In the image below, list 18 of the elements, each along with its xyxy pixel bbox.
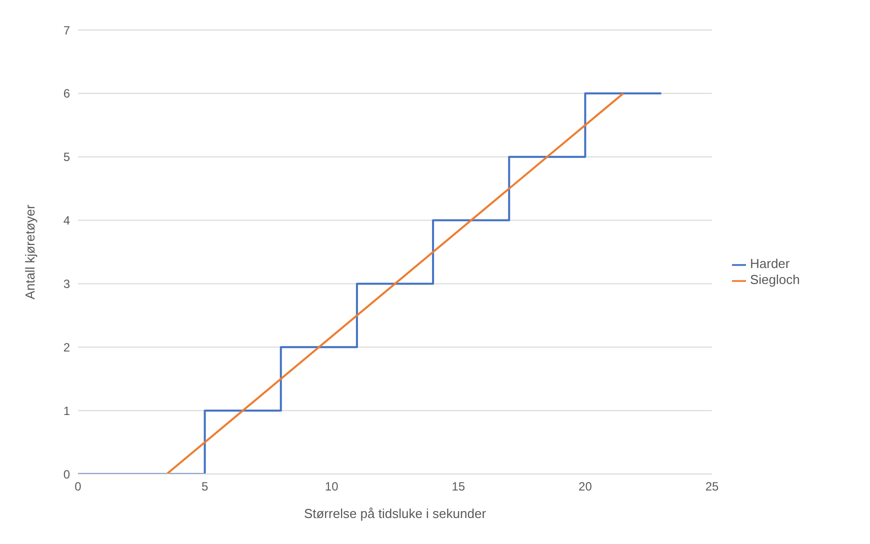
x-tick-label: 0	[74, 480, 82, 494]
legend-label: Siegloch	[750, 272, 800, 287]
y-tick-label: 0	[63, 467, 70, 482]
y-tick-label: 2	[63, 340, 70, 354]
x-tick-label: 20	[578, 480, 592, 494]
y-tick-label: 6	[63, 86, 70, 101]
legend-label: Harder	[750, 256, 790, 272]
y-tick-label: 4	[63, 214, 70, 228]
x-axis-title: Størrelse på tidsluke i sekunder	[304, 506, 487, 521]
x-tick-label: 15	[452, 480, 466, 494]
y-tick-label: 1	[63, 404, 70, 418]
x-tick-label: 25	[705, 480, 719, 494]
y-tick-label: 3	[63, 276, 70, 291]
y-axis-title: Antall kjøretøyer	[22, 204, 38, 300]
y-tick-label: 7	[63, 23, 70, 38]
x-tick-label: 5	[201, 480, 208, 494]
x-tick-label: 10	[324, 480, 339, 494]
y-tick-label: 5	[63, 150, 70, 164]
